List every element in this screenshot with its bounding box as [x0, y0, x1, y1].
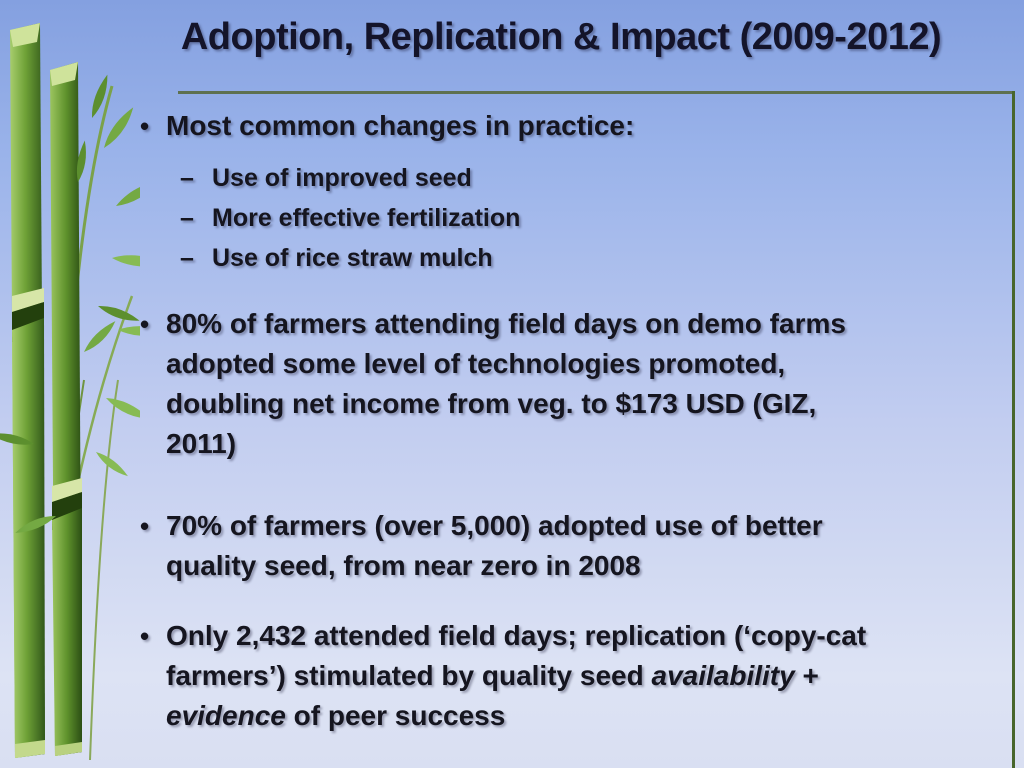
content-box-top-border: [178, 91, 1014, 94]
bullet-item: • Most common changes in practice:: [140, 106, 996, 146]
sub-bullet-item: – Use of improved seed: [180, 158, 996, 198]
bullet-text: Only 2,432 attended field days; replicat…: [166, 620, 867, 731]
sub-bullet-item: – Use of rice straw mulch: [180, 238, 996, 278]
sub-bullet-marker: –: [180, 204, 194, 232]
sub-bullet-item: – More effective fertilization: [180, 198, 996, 238]
content-box-right-border: [1012, 91, 1015, 768]
bullet-marker: •: [140, 309, 150, 339]
sub-bullet-marker: –: [180, 244, 194, 272]
bullet-item: • 70% of farmers (over 5,000) adopted use…: [140, 506, 996, 586]
bullet-marker: •: [140, 621, 150, 651]
bullet-marker: •: [140, 511, 150, 541]
bullet-item: • 80% of farmers attending field days on …: [140, 304, 996, 464]
bullet-marker: •: [140, 111, 150, 141]
bullet-text: Most common changes in practice:: [166, 110, 635, 141]
sub-bullet-list: – Use of improved seed – More effective fer…: [180, 158, 996, 278]
sub-bullet-text: Use of rice straw mulch: [212, 244, 493, 272]
bullet-item: • Only 2,432 attended field days; replica…: [140, 616, 996, 736]
slide-title: Adoption, Replication & Impact (2009-201…: [180, 16, 942, 58]
sub-bullet-marker: –: [180, 164, 194, 192]
sub-bullet-text: Use of improved seed: [212, 164, 472, 192]
sub-bullet-text: More effective fertilization: [212, 204, 521, 232]
bamboo-image: [0, 23, 140, 761]
bullet-text: 80% of farmers attending field days on d…: [166, 308, 846, 459]
bullet-list: • Most common changes in practice: – Use of…: [140, 106, 996, 736]
bullet-text: 70% of farmers (over 5,000) adopted use …: [166, 510, 823, 581]
